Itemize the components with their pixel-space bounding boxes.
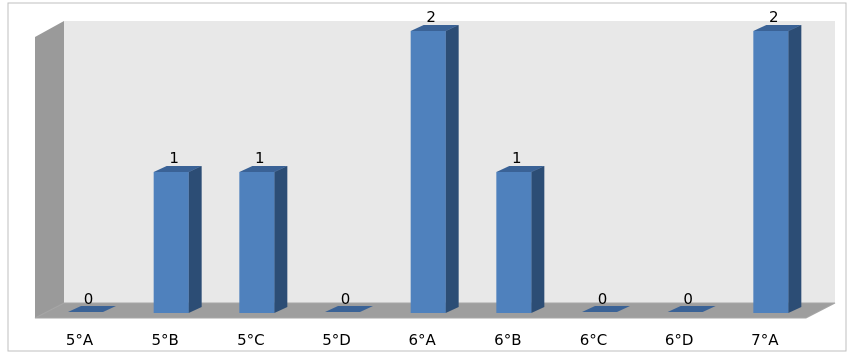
bar-top-3 <box>325 306 373 312</box>
bar-top-0 <box>68 306 116 312</box>
x-tick-label-1: 5°B <box>151 331 178 349</box>
bar-1 <box>153 166 202 313</box>
x-axis-tick-labels: 5°A 5°B 5°C 5°D 6°A 6°B 6°C 6°D 7°A <box>66 331 779 349</box>
value-label-0: 0 <box>84 290 94 308</box>
value-label-7: 0 <box>683 290 693 308</box>
bar-side-2 <box>274 166 288 313</box>
bar-front-1 <box>153 172 189 313</box>
bar-front-2 <box>239 172 275 313</box>
bar-4 <box>410 25 459 313</box>
bar-side-4 <box>445 25 459 313</box>
value-label-5: 1 <box>512 149 522 167</box>
x-tick-label-0: 5°A <box>66 331 94 349</box>
value-label-4: 2 <box>426 8 436 26</box>
bar-front-8 <box>753 31 789 313</box>
bar-side-8 <box>788 25 802 313</box>
bar-6 <box>582 306 630 312</box>
value-label-3: 0 <box>341 290 351 308</box>
value-label-6: 0 <box>598 290 608 308</box>
bar-top-2 <box>239 166 288 172</box>
bar-front-4 <box>410 31 446 313</box>
bar-top-7 <box>667 306 716 312</box>
bar-0 <box>68 306 116 312</box>
x-tick-label-2: 5°C <box>237 331 265 349</box>
bar-front-5 <box>496 172 532 313</box>
bars-layer <box>68 25 802 313</box>
x-tick-label-4: 6°A <box>409 331 437 349</box>
bar-side-5 <box>531 166 545 313</box>
x-tick-label-7: 6°D <box>665 331 694 349</box>
bar-5 <box>496 166 545 313</box>
value-labels-layer: 0 1 1 0 2 1 0 0 2 <box>84 8 779 308</box>
bar-top-1 <box>153 166 202 172</box>
bar-8 <box>753 25 802 313</box>
value-label-1: 1 <box>169 149 179 167</box>
bar-side-1 <box>188 166 202 313</box>
side-wall <box>35 21 64 318</box>
x-tick-label-3: 5°D <box>322 331 351 349</box>
bar-top-4 <box>410 25 459 31</box>
x-tick-label-8: 7°A <box>751 331 779 349</box>
bar-2 <box>239 166 288 313</box>
bar-top-8 <box>753 25 802 31</box>
chart-frame <box>7 2 847 352</box>
bar-top-6 <box>582 306 630 312</box>
x-tick-label-5: 6°B <box>494 331 521 349</box>
bar-3 <box>325 306 373 312</box>
value-label-2: 1 <box>255 149 265 167</box>
value-label-8: 2 <box>769 8 779 26</box>
x-tick-label-6: 6°C <box>580 331 608 349</box>
bar-7 <box>667 306 716 312</box>
bar-top-5 <box>496 166 545 172</box>
